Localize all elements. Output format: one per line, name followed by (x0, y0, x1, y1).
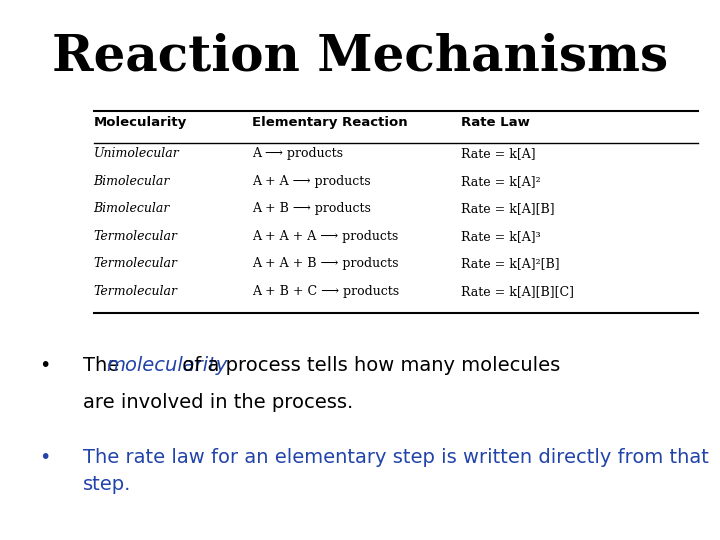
Text: Rate = k[A][B]: Rate = k[A][B] (461, 202, 554, 215)
Text: Termolecular: Termolecular (94, 285, 178, 298)
Text: The: The (83, 356, 125, 375)
Text: A + A + B ⟶ products: A + A + B ⟶ products (252, 257, 398, 270)
Text: Bimolecular: Bimolecular (94, 175, 170, 188)
Text: Termolecular: Termolecular (94, 230, 178, 243)
Text: A + A ⟶ products: A + A ⟶ products (252, 175, 371, 188)
Text: The rate law for an elementary step is written directly from that
step.: The rate law for an elementary step is w… (83, 448, 708, 494)
Text: A + B ⟶ products: A + B ⟶ products (252, 202, 371, 215)
Text: Bimolecular: Bimolecular (94, 202, 170, 215)
Text: Rate = k[A]²: Rate = k[A]² (461, 175, 541, 188)
Text: Rate = k[A]: Rate = k[A] (461, 147, 536, 160)
Text: Molecularity: Molecularity (94, 116, 187, 129)
Text: A ⟶ products: A ⟶ products (252, 147, 343, 160)
Text: Rate = k[A][B][C]: Rate = k[A][B][C] (461, 285, 574, 298)
Text: Unimolecular: Unimolecular (94, 147, 179, 160)
Text: •: • (40, 448, 51, 467)
Text: Reaction Mechanisms: Reaction Mechanisms (52, 32, 668, 82)
Text: Rate = k[A]²[B]: Rate = k[A]²[B] (461, 257, 559, 270)
Text: Rate Law: Rate Law (461, 116, 530, 129)
Text: Termolecular: Termolecular (94, 257, 178, 270)
Text: Elementary Reaction: Elementary Reaction (252, 116, 408, 129)
Text: •: • (40, 356, 51, 375)
Text: molecularity: molecularity (107, 356, 228, 375)
Text: are involved in the process.: are involved in the process. (83, 393, 353, 412)
Text: A + A + A ⟶ products: A + A + A ⟶ products (252, 230, 398, 243)
Text: Rate = k[A]³: Rate = k[A]³ (461, 230, 541, 243)
Text: A + B + C ⟶ products: A + B + C ⟶ products (252, 285, 399, 298)
Text: of a process tells how many molecules: of a process tells how many molecules (176, 356, 561, 375)
